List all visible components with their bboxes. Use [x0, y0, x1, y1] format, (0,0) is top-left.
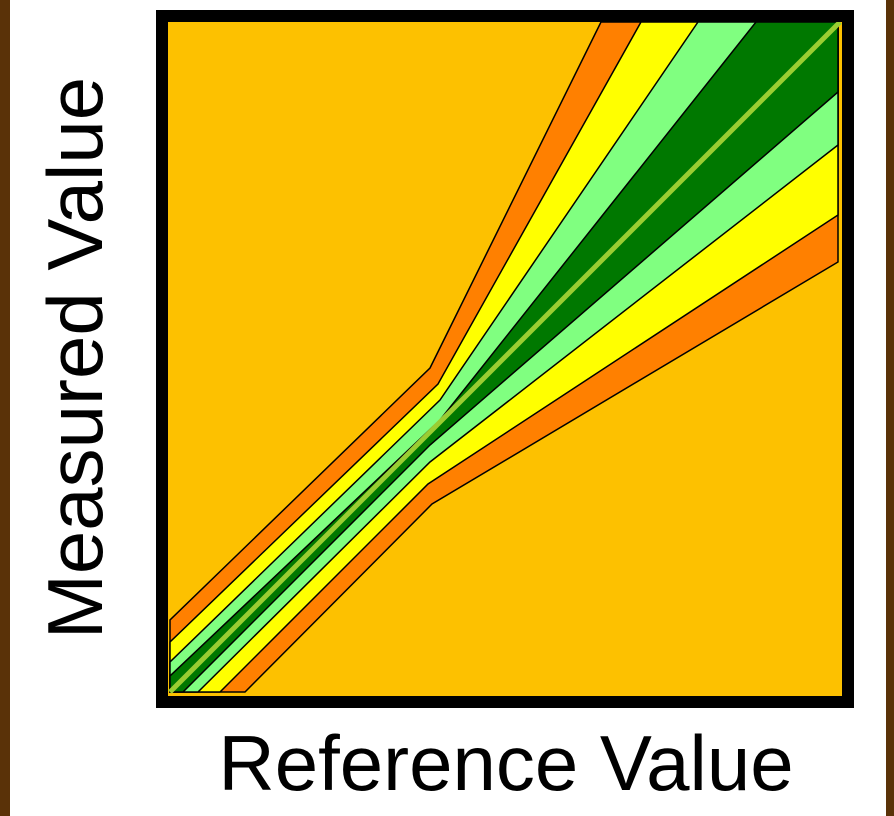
identity-line — [168, 20, 842, 694]
y-axis-label: Measured Value — [31, 77, 119, 639]
plot-frame — [156, 10, 854, 708]
x-axis-label: Reference Value — [218, 719, 793, 807]
